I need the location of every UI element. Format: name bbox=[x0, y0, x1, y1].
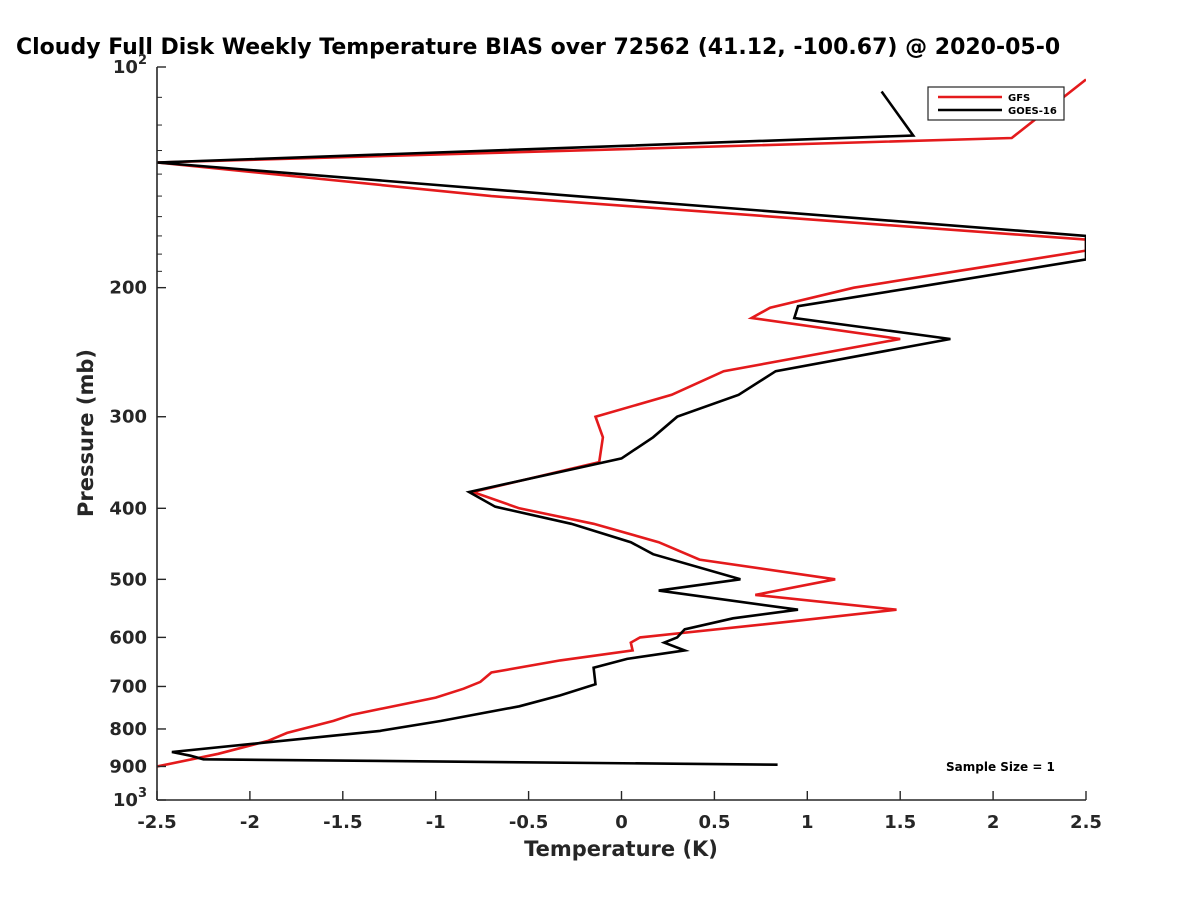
y-tick-label: 800 bbox=[109, 719, 147, 740]
chart-title: Cloudy Full Disk Weekly Temperature BIAS… bbox=[16, 35, 1060, 60]
x-axis-label: Temperature (K) bbox=[524, 837, 718, 861]
series-line-goes16 bbox=[157, 90, 1086, 766]
y-axis-label: Pressure (mb) bbox=[74, 349, 98, 517]
legend: GFS GOES-16 bbox=[927, 86, 1065, 121]
x-tick-label: 2 bbox=[987, 812, 1000, 833]
y-tick-label: 103 bbox=[113, 786, 147, 811]
y-tick-label: 300 bbox=[109, 407, 147, 428]
y-tick-label: 102 bbox=[113, 53, 147, 78]
x-tick-label: 0.5 bbox=[698, 812, 730, 833]
plot-area: -2.5 -2 -1.5 -1 -0.5 0 0.5 1 1.5 2 2.5 102 200 300 400… bbox=[109, 53, 1102, 833]
x-tick-label: -2 bbox=[240, 812, 260, 833]
y-tick-label: 400 bbox=[109, 498, 147, 519]
tick-layer: -2.5 -2 -1.5 -1 -0.5 0 0.5 1 1.5 2 2.5 102 200 300 400… bbox=[109, 53, 1102, 833]
x-tick-label: 0 bbox=[615, 812, 628, 833]
x-tick-label: -2.5 bbox=[137, 812, 176, 833]
x-tick-label: -1 bbox=[426, 812, 446, 833]
legend-label-goes16: GOES-16 bbox=[1008, 106, 1057, 117]
x-tick-label: 1.5 bbox=[884, 812, 916, 833]
series-line-gfs bbox=[157, 78, 1086, 768]
series-layer bbox=[157, 78, 1086, 768]
legend-box bbox=[927, 86, 1065, 121]
y-tick-label: 700 bbox=[109, 676, 147, 697]
y-tick-label: 500 bbox=[109, 569, 147, 590]
x-tick-label: -0.5 bbox=[509, 812, 548, 833]
sample-size-annotation: Sample Size = 1 bbox=[946, 760, 1055, 774]
y-tick-label: 600 bbox=[109, 627, 147, 648]
x-tick-label: 2.5 bbox=[1070, 812, 1102, 833]
y-tick-label: 200 bbox=[109, 278, 147, 299]
x-tick-label: -1.5 bbox=[323, 812, 362, 833]
x-tick-label: 1 bbox=[801, 812, 814, 833]
y-tick-label: 900 bbox=[109, 756, 147, 777]
legend-label-gfs: GFS bbox=[1008, 93, 1030, 104]
